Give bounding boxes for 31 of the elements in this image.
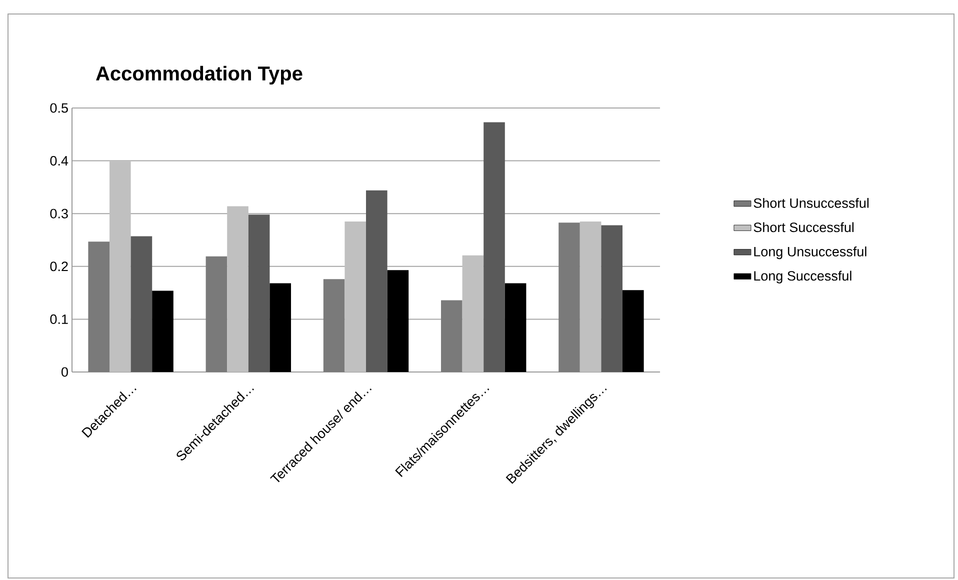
bar (344, 222, 366, 372)
bar (580, 222, 602, 372)
bar (387, 270, 409, 372)
bar (558, 222, 580, 372)
bar (227, 206, 248, 372)
bar (622, 290, 644, 372)
chart-title: Accommodation Type (96, 66, 302, 85)
y-tick-label: 0.3 (50, 208, 68, 218)
bar (130, 236, 152, 372)
bar (248, 214, 270, 372)
bar (152, 290, 174, 372)
bar (270, 283, 292, 372)
y-tick-label: 0.1 (50, 314, 68, 324)
y-tick-label: 0 (62, 367, 68, 377)
bar (601, 225, 623, 372)
bar (323, 279, 345, 372)
legend-label: Long Unsuccessful (754, 246, 866, 260)
bar (462, 255, 484, 372)
y-tick-label: 0.4 (50, 156, 68, 166)
bar (206, 256, 228, 372)
bar (441, 300, 462, 372)
legend-label: Long Successful (754, 270, 852, 284)
bar (88, 242, 110, 372)
y-tick-label: 0.2 (50, 262, 68, 272)
bar (366, 190, 388, 372)
y-tick-label: 0.5 (50, 103, 68, 113)
bar (504, 283, 526, 372)
legend-label: Short Successful (754, 222, 854, 232)
legend-label: Short Unsuccessful (754, 198, 869, 208)
bar (110, 161, 131, 372)
bar (484, 122, 505, 372)
